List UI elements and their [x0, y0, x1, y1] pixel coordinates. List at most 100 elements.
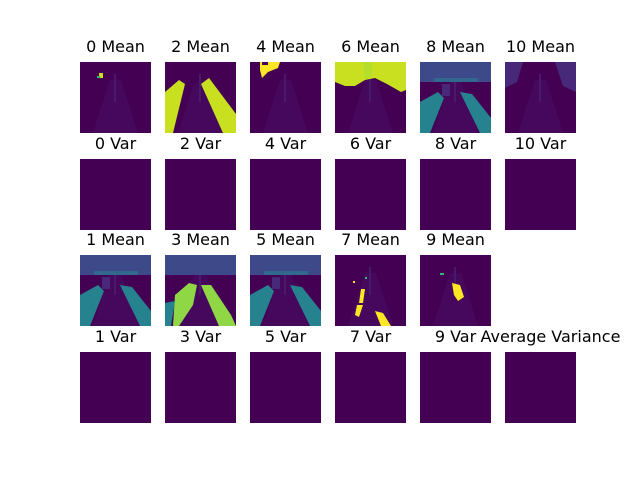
variance-heatmap: [335, 352, 406, 423]
heatmap-image: [250, 352, 321, 423]
panel-title: 1 Var: [94, 327, 137, 346]
segmentation-region: [555, 62, 576, 92]
segmentation-region: [420, 92, 444, 133]
segmentation-region: [250, 255, 321, 275]
segmentation-region: [460, 92, 491, 133]
segmentation-region: [201, 285, 236, 326]
mean-heatmap: [80, 62, 151, 133]
segmentation-region: [290, 285, 321, 326]
segmentation-region: [97, 76, 100, 78]
segmentation-region: [80, 255, 151, 275]
heatmap-image: [80, 255, 151, 326]
panel-title: 6 Mean: [341, 37, 400, 56]
segmentation-region: [505, 62, 523, 88]
segmentation-region: [359, 289, 365, 303]
mean-heatmap: [420, 255, 491, 326]
mean-heatmap: [335, 255, 406, 326]
panel-title: 2 Var: [179, 134, 222, 153]
panel-title: 3 Mean: [171, 230, 230, 249]
segmentation-region: [420, 62, 491, 82]
segmentation-region: [102, 277, 110, 289]
panel-title: 9 Var: [434, 327, 477, 346]
heatmap-image: [420, 352, 491, 423]
heatmap-background: [420, 159, 491, 230]
road-region: [348, 80, 393, 133]
segmentation-region: [353, 281, 355, 283]
mean-heatmap: [250, 255, 321, 326]
variance-heatmap: [420, 159, 491, 230]
segmentation-region: [355, 305, 363, 317]
road-region: [178, 80, 223, 133]
heatmap-image: [420, 255, 491, 326]
segmentation-region: [165, 255, 236, 275]
road-region: [433, 273, 478, 326]
road-region: [93, 80, 138, 133]
heatmap-background: [250, 159, 321, 230]
variance-heatmap: [505, 159, 576, 230]
panel-title: 7 Mean: [341, 230, 400, 249]
heatmap-image: [335, 159, 406, 230]
segmentation-region: [185, 76, 199, 88]
panel-title: 5 Mean: [256, 230, 315, 249]
panel-title: Average Variance: [480, 327, 621, 346]
panel-title: 1 Mean: [86, 230, 145, 249]
panel-title: 8 Mean: [426, 37, 485, 56]
segmentation-region: [363, 62, 373, 80]
segmentation-region: [165, 80, 185, 133]
panel-title: 6 Var: [349, 134, 392, 153]
panel-title: 10 Var: [514, 134, 567, 153]
mean-heatmap: [505, 62, 576, 133]
road-region: [518, 80, 563, 133]
road-region: [263, 273, 308, 326]
segmentation-region: [272, 277, 280, 289]
variance-heatmap: [165, 159, 236, 230]
heatmap-image: [335, 62, 406, 133]
heatmap-background: [165, 159, 236, 230]
panel-title: 0 Var: [94, 134, 137, 153]
heatmap-background: [165, 352, 236, 423]
heatmap-background: [505, 159, 576, 230]
variance-heatmap: [165, 352, 236, 423]
variance-heatmap: [420, 352, 491, 423]
mean-heatmap: [250, 62, 321, 133]
panel-title: 4 Mean: [256, 37, 315, 56]
heatmap-image: [250, 62, 321, 133]
panel-title: 4 Var: [264, 134, 307, 153]
heatmap-image: [165, 62, 236, 133]
mean-heatmap: [80, 255, 151, 326]
heatmap-image: [165, 159, 236, 230]
variance-heatmap: [250, 159, 321, 230]
segmentation-region: [80, 285, 104, 326]
heatmap-image: [250, 159, 321, 230]
road-region: [263, 80, 308, 133]
variance-heatmap: [80, 352, 151, 423]
heatmap-image: [505, 352, 576, 423]
road-region: [433, 80, 478, 133]
road-region: [178, 273, 223, 326]
segmentation-region: [365, 277, 367, 279]
segmentation-region: [434, 78, 478, 82]
mean-heatmap: [165, 62, 236, 133]
panel-title: 0 Mean: [86, 37, 145, 56]
mean-heatmap: [335, 62, 406, 133]
segmentation-region: [440, 273, 444, 275]
heatmap-image: [80, 62, 151, 133]
heatmap-background: [80, 159, 151, 230]
variance-heatmap: [80, 159, 151, 230]
panel-title: 9 Mean: [426, 230, 485, 249]
heatmap-image: [165, 352, 236, 423]
heatmap-background: [335, 352, 406, 423]
heatmap-image: [80, 352, 151, 423]
heatmap-image: [505, 62, 576, 133]
segmentation-region: [260, 62, 280, 78]
segmentation-region: [375, 311, 391, 326]
heatmap-image: [335, 352, 406, 423]
segmentation-region: [262, 62, 268, 65]
panel-title: 5 Var: [264, 327, 307, 346]
heatmap-background: [335, 159, 406, 230]
segmentation-region: [452, 283, 464, 301]
segmentation-region: [250, 285, 274, 326]
segmentation-region: [201, 78, 236, 133]
variance-heatmap: [505, 352, 576, 423]
